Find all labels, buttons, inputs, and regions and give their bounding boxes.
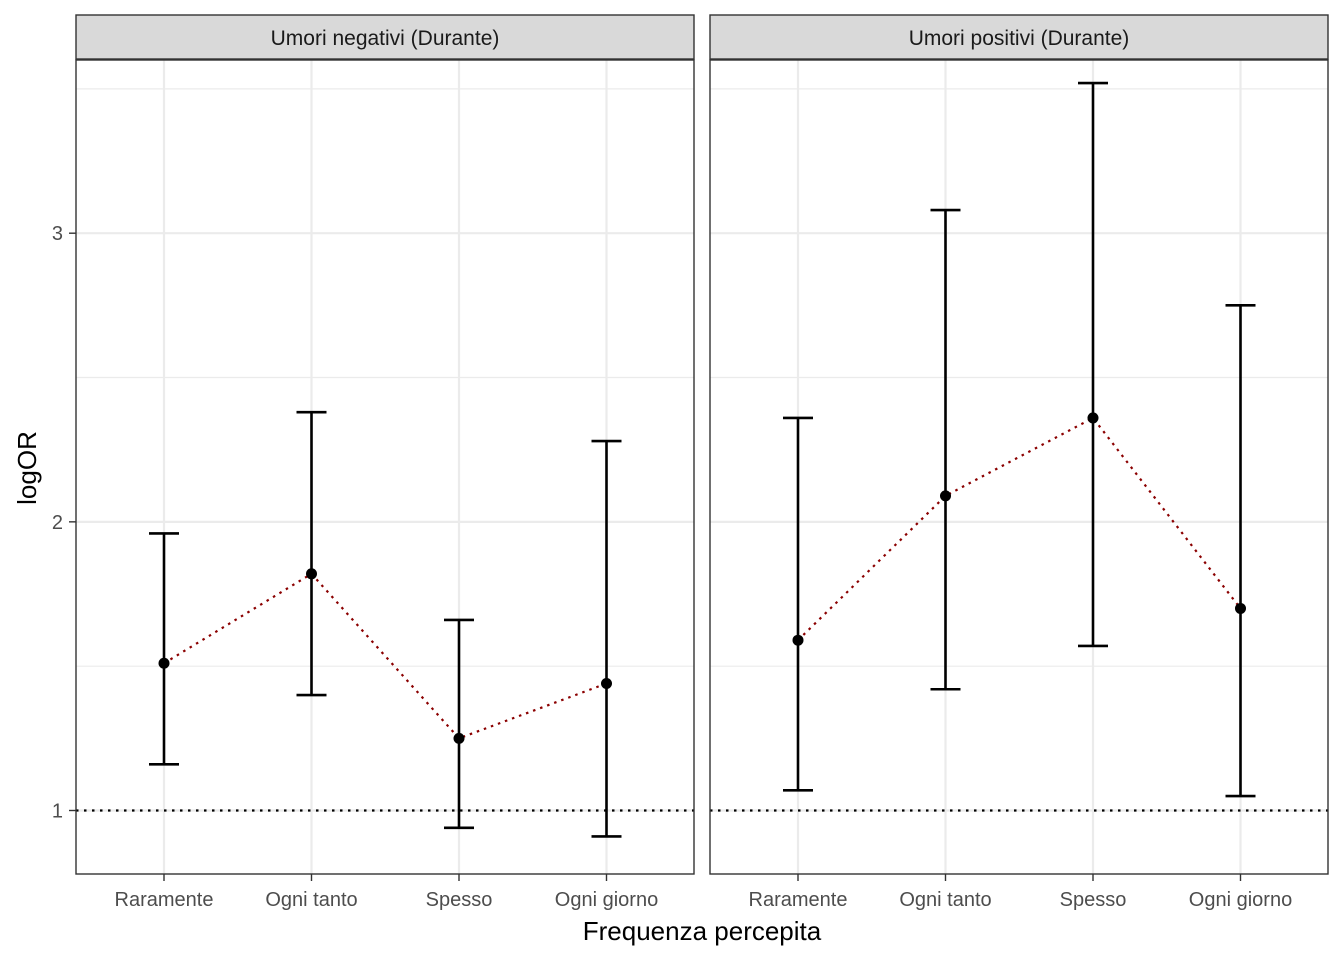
facet-strip — [75, 14, 695, 60]
error-bar — [783, 416, 813, 792]
estimate-point — [453, 732, 465, 744]
y-axis-title: logOR — [12, 431, 42, 505]
x-tick-label: Spesso — [1060, 889, 1127, 911]
estimate-point — [158, 657, 170, 669]
x-tick-label: Spesso — [426, 889, 493, 911]
y-tick-label: 3 — [52, 223, 63, 245]
facet-strip — [709, 14, 1329, 60]
error-bar — [591, 439, 622, 838]
panel-border — [709, 59, 1329, 875]
panel-background — [710, 60, 1328, 874]
panel-border — [75, 59, 695, 875]
estimate-point — [601, 677, 612, 689]
panel-background — [76, 60, 694, 874]
facet-panel: Umori positivi (Durante) Raramente Ogni ta… — [709, 14, 1329, 911]
y-tick-label: 2 — [52, 512, 63, 534]
error-bar — [1225, 304, 1256, 798]
error-bar — [296, 410, 327, 697]
x-tick-label: Raramente — [115, 889, 214, 911]
estimate-point — [792, 634, 804, 646]
x-tick-label: Ogni tanto — [265, 889, 357, 911]
estimate-point — [1235, 602, 1246, 614]
x-tick-label: Raramente — [749, 889, 848, 911]
x-tick-label: Ogni giorno — [1189, 889, 1292, 911]
error-bar — [930, 208, 961, 691]
error-bar — [149, 532, 179, 766]
estimate-point — [306, 568, 317, 580]
x-tick-label: Ogni giorno — [555, 889, 658, 911]
y-tick-label: 1 — [52, 800, 63, 822]
estimate-point — [1087, 412, 1099, 424]
facet-panel: Umori negativi (Durante) Raramente Ogni ta… — [75, 14, 695, 911]
x-tick-label: Ogni tanto — [899, 889, 991, 911]
facet-strip-label: Umori negativi (Durante) — [271, 27, 500, 50]
estimate-point — [940, 490, 951, 502]
x-axis-title: Frequenza percepita — [583, 916, 822, 946]
error-bar — [444, 618, 474, 830]
facet-strip-label: Umori positivi (Durante) — [909, 27, 1130, 50]
error-bar — [1078, 81, 1108, 648]
